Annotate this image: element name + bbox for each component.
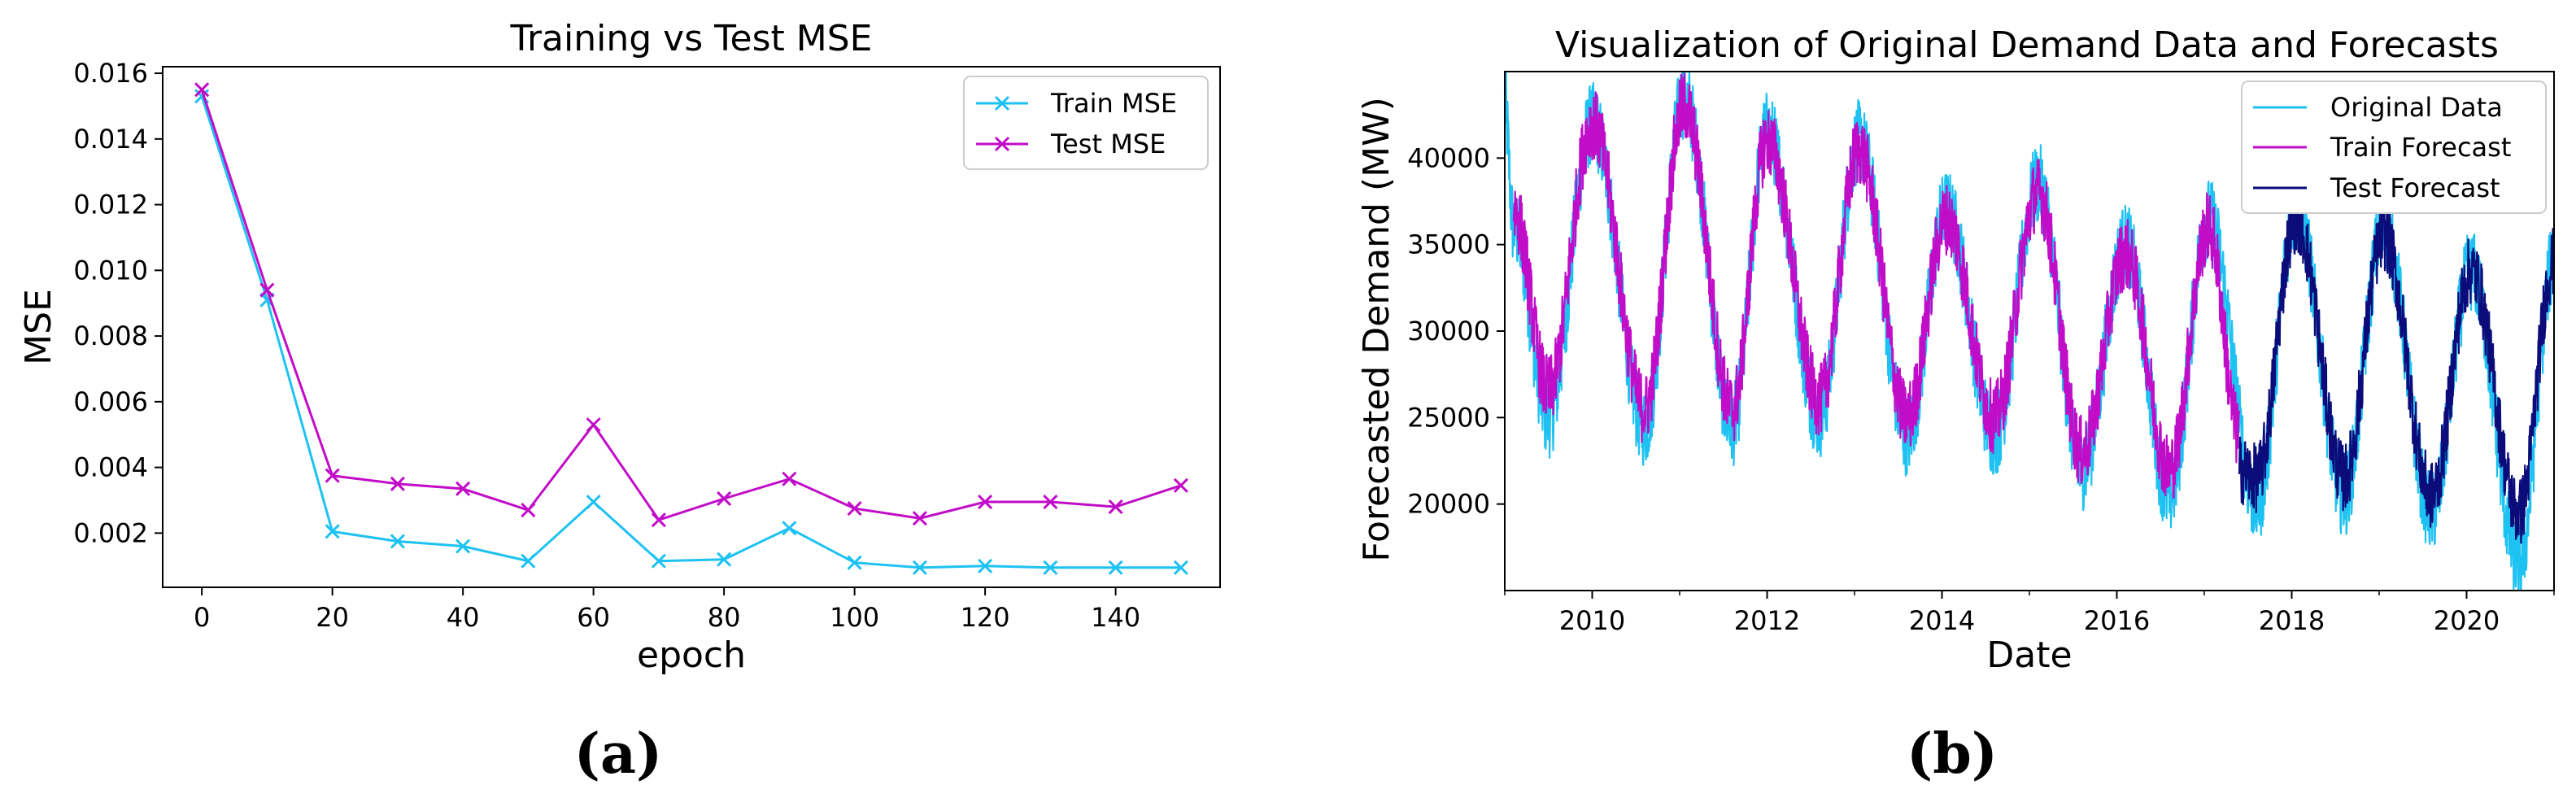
y-tick-label: 0.016 xyxy=(73,58,148,89)
data-point-test-mse xyxy=(1043,494,1058,510)
data-point-test-mse xyxy=(586,417,601,433)
y-tick-label: 0.002 xyxy=(73,517,148,548)
data-point-train-mse xyxy=(847,555,862,570)
data-point-test-mse xyxy=(651,512,666,528)
x-tick-label: 100 xyxy=(830,602,879,633)
series-line-test-mse xyxy=(200,89,1182,521)
chart-a-y-axis-label: MSE xyxy=(18,289,59,365)
chart-a-frame xyxy=(162,66,1221,588)
chart-a-title: Training vs Test MSE xyxy=(510,18,873,59)
legend-a-train-label: Train MSE xyxy=(1050,88,1177,119)
y-tick-label: 20000 xyxy=(1407,489,1490,520)
legend-a-test-label: Test MSE xyxy=(1050,129,1166,159)
legend-b-original-label: Original Data xyxy=(2330,92,2503,123)
x-tick-label: 2010 xyxy=(1559,605,1625,636)
data-point-train-mse xyxy=(978,558,993,573)
chart-a-plot-area xyxy=(194,82,1188,575)
panel-b: Visualization of Original Demand Data an… xyxy=(1356,24,2556,787)
data-point-test-mse xyxy=(390,476,405,491)
y-tick-label: 0.008 xyxy=(73,320,148,351)
y-tick-label: 0.006 xyxy=(73,386,148,417)
data-point-train-mse xyxy=(455,538,471,554)
data-point-train-mse xyxy=(717,552,732,567)
x-tick-label: 60 xyxy=(577,602,610,633)
chart-b-legend-box xyxy=(2241,81,2547,214)
chart-b-title: Visualization of Original Demand Data an… xyxy=(1555,24,2499,66)
data-point-train-mse xyxy=(782,521,797,536)
chart-a-x-axis-label: epoch xyxy=(637,634,746,676)
data-point-test-mse xyxy=(194,82,210,98)
y-tick-label: 40000 xyxy=(1407,142,1490,173)
data-point-test-mse xyxy=(717,491,732,507)
y-tick-label: 35000 xyxy=(1407,229,1490,260)
data-point-train-mse xyxy=(325,524,340,539)
legend-b-train-label: Train Forecast xyxy=(2330,132,2511,163)
caption-a: (a) xyxy=(574,722,662,787)
data-point-train-mse xyxy=(586,494,601,510)
data-point-test-mse xyxy=(259,282,275,298)
data-point-train-mse xyxy=(521,553,536,569)
y-tick-label: 25000 xyxy=(1407,402,1490,433)
data-point-train-mse xyxy=(1108,560,1123,575)
data-point-test-mse xyxy=(1173,477,1188,493)
x-tick-label: 2018 xyxy=(2259,605,2325,636)
chart-a-legend-box xyxy=(963,76,1209,170)
x-tick-label: 2012 xyxy=(1734,605,1800,636)
series-line-train-mse xyxy=(200,95,1181,569)
x-tick-label: 0 xyxy=(194,602,210,633)
chart-b-y-axis-label: Forecasted Demand (MW) xyxy=(1356,97,1397,562)
data-point-train-mse xyxy=(1043,560,1058,575)
series-line-test-forecast xyxy=(2238,186,2556,544)
data-point-train-mse xyxy=(390,534,405,549)
caption-b: (b) xyxy=(1907,722,1998,787)
legend-a-test-marker xyxy=(994,136,1010,152)
chart-a-x-axis: 0 20 40 60 80 100 120 140 xyxy=(194,587,1140,633)
panel-a: Training vs Test MSE 0 20 40 60 80 100 120 140 … xyxy=(18,18,1221,787)
legend-a-train-marker xyxy=(994,95,1010,111)
chart-b-x-axis: 2010 2012 2014 2016 2018 2020 xyxy=(1504,591,2555,636)
data-point-test-mse xyxy=(847,501,862,517)
y-tick-label: 30000 xyxy=(1407,316,1490,347)
data-point-test-mse xyxy=(521,503,536,518)
x-tick-label: 140 xyxy=(1091,602,1140,633)
chart-b-y-axis: 20000 25000 30000 35000 40000 xyxy=(1407,142,1505,520)
y-tick-label: 0.004 xyxy=(73,452,148,483)
y-tick-label: 0.014 xyxy=(73,124,148,155)
chart-a-legend: Train MSE Test MSE xyxy=(963,76,1209,170)
x-tick-label: 20 xyxy=(316,602,349,633)
x-tick-label: 2014 xyxy=(1909,605,1975,636)
chart-b-x-axis-label: Date xyxy=(1986,634,2072,676)
data-point-test-mse xyxy=(912,511,927,526)
series-line-train-forecast xyxy=(1512,72,2240,499)
data-point-train-mse xyxy=(1173,560,1188,575)
x-tick-label: 2016 xyxy=(2084,605,2150,636)
x-tick-label: 80 xyxy=(708,602,741,633)
legend-b-test-label: Test Forecast xyxy=(2330,172,2500,203)
data-point-test-mse xyxy=(1108,499,1123,515)
chart-a-y-axis: 0.002 0.004 0.006 0.008 0.010 0.012 0.014 0.016 xyxy=(73,58,163,548)
x-tick-label: 2020 xyxy=(2434,605,2500,636)
chart-b-legend: Original Data Train Forecast Test Foreca… xyxy=(2241,81,2547,214)
x-tick-label: 120 xyxy=(961,602,1010,633)
data-point-test-mse xyxy=(325,468,340,483)
data-point-test-mse xyxy=(978,494,993,510)
y-tick-label: 0.010 xyxy=(73,255,148,286)
x-tick-label: 40 xyxy=(447,602,480,633)
data-point-test-mse xyxy=(782,471,797,486)
data-point-train-mse xyxy=(912,560,927,575)
y-tick-label: 0.012 xyxy=(73,190,148,220)
data-point-train-mse xyxy=(651,553,666,569)
data-point-test-mse xyxy=(455,481,471,496)
